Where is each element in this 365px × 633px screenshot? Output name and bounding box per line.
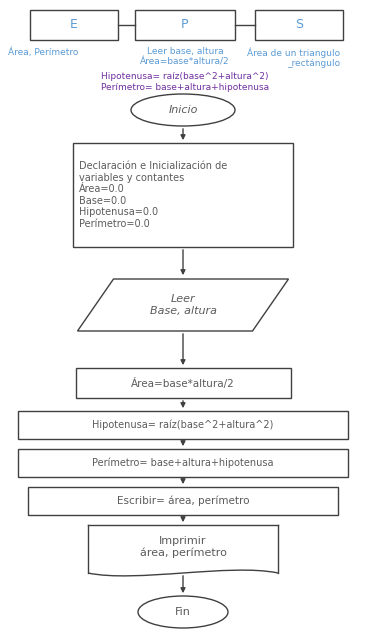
- Text: E: E: [70, 18, 78, 32]
- Text: Hipotenusa= raíz(base^2+altura^2): Hipotenusa= raíz(base^2+altura^2): [92, 420, 274, 430]
- Text: S: S: [295, 18, 303, 32]
- Text: Imprimir
área, perímetro: Imprimir área, perímetro: [139, 536, 226, 558]
- Text: Escribir= área, perímetro: Escribir= área, perímetro: [117, 496, 249, 506]
- Bar: [30, 10, 118, 40]
- Bar: [76, 368, 291, 398]
- Text: Área de un triangulo
_rectángulo: Área de un triangulo _rectángulo: [247, 47, 340, 68]
- Text: P: P: [181, 18, 189, 32]
- Text: Área=base*altura/2: Área=base*altura/2: [131, 377, 235, 389]
- Text: Declaración e Inicialización de
variables y contantes
Área=0.0
Base=0.0
Hipotenu: Declaración e Inicialización de variable…: [79, 161, 227, 229]
- Bar: [18, 449, 348, 477]
- Text: Área, Perímetro: Área, Perímetro: [8, 47, 78, 56]
- Bar: [28, 487, 338, 515]
- Text: Perímetro= base+altura+hipotenusa: Perímetro= base+altura+hipotenusa: [101, 83, 269, 92]
- Text: Inicio: Inicio: [168, 105, 198, 115]
- Bar: [255, 10, 343, 40]
- Text: Hipotenusa= raíz(base^2+altura^2): Hipotenusa= raíz(base^2+altura^2): [101, 72, 269, 81]
- Bar: [18, 411, 348, 439]
- Text: Perímetro= base+altura+hipotenusa: Perímetro= base+altura+hipotenusa: [92, 458, 274, 468]
- Bar: [73, 143, 293, 247]
- Ellipse shape: [131, 94, 235, 126]
- Polygon shape: [77, 279, 288, 331]
- Text: Leer
Base, altura: Leer Base, altura: [150, 294, 216, 316]
- Text: Leer base, altura
Área=base*altura/2: Leer base, altura Área=base*altura/2: [140, 47, 230, 66]
- Bar: [135, 10, 235, 40]
- Ellipse shape: [138, 596, 228, 628]
- Text: Fin: Fin: [175, 607, 191, 617]
